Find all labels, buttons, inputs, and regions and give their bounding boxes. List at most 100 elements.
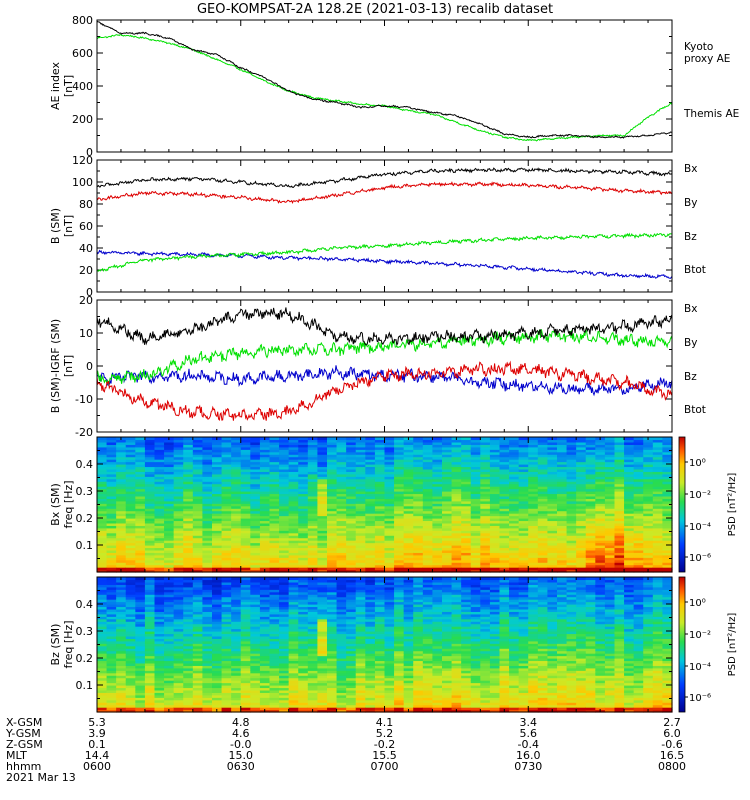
series-line-btot [97,307,672,346]
y-tick-label: 0.1 [76,539,94,552]
colorbar [678,436,686,573]
footer-value: 3.4 [520,716,538,729]
footer-value: 0.1 [88,738,106,751]
y-axis-label: [nT] [62,75,75,97]
footer-value: 6.0 [663,727,681,740]
colorbar-label: PSD [nT²/Hz] [727,473,738,537]
series-line-kyoto-proxy-ae [97,34,672,142]
series-line-bx [97,249,672,279]
footer-value: -0.6 [661,738,682,751]
footer-value: 16.5 [660,749,685,762]
footer-row-label: 2021 Mar 13 [6,771,76,784]
footer-value: 4.1 [376,716,394,729]
footer-row-label: X-GSM [6,716,42,729]
footer-value: -0.0 [230,738,251,751]
series-line-bx [97,365,672,397]
panel-b_igrf: -20 -10 0 10 20 B (SM)-IGRF (SM) [nT] Bx By Bz Bto… [49,294,706,439]
y-tick-label: 0.3 [76,625,94,638]
footer-row-label: MLT [6,749,27,762]
series-line-bz [97,181,672,204]
footer-value: -0.2 [374,738,395,751]
footer-row-label: hhmm [6,760,41,773]
y-axis-label: AE index [49,61,62,110]
y-tick-label: 0 [86,286,93,299]
footer-value: 5.6 [520,727,538,740]
y-tick-label: 40 [79,242,93,255]
y-axis-label: [nT] [62,355,75,377]
footer-value: 3.9 [88,727,106,740]
figure-title: GEO-KOMPSAT-2A 128.2E (2021-03-13) recal… [197,2,553,17]
y-tick-label: 0 [86,360,93,373]
legend-label: Themis AE [683,108,739,120]
y-tick-label: 10 [79,327,93,340]
y-tick-label: 200 [72,113,93,126]
series-line-by [97,327,672,386]
footer-value: -0.4 [518,738,539,751]
footer-value: 0800 [658,760,686,773]
colorbar-tick-label: 10⁰ [689,458,706,469]
colorbar-tick-label: 10⁻⁶ [689,693,711,704]
legend-label: By [684,337,697,349]
spectrogram-cells [97,437,673,573]
footer-value: 0600 [83,760,111,773]
series-line-themis-ae [97,20,672,139]
plot-frame [96,299,673,433]
footer-value: 16.0 [516,749,541,762]
colorbar-tick-label: 10⁰ [689,598,706,609]
panel-b_sm: 0 20 40 60 80 100 120 B (SM) [nT] Bx By Bz Btot [49,154,706,299]
legend-label: Bz [684,231,697,243]
legend-label: Bx [684,163,697,175]
y-tick-label: 0.3 [76,485,94,498]
y-tick-label: 20 [79,264,93,277]
y-tick-label: 0.1 [76,679,94,692]
series-line-bz [97,360,672,421]
footer-value: 5.2 [376,727,394,740]
y-tick-label: 120 [72,154,93,167]
y-axis-label: [nT] [62,215,75,237]
y-tick-label: 0 [86,146,93,159]
y-axis-label: Bz (SM) [49,624,62,666]
legend-label: Kyoto [684,41,713,53]
y-tick-label: 400 [72,80,93,93]
footer-value: 0700 [371,760,399,773]
footer-row-label: Y-GSM [5,727,41,740]
footer-value: 15.5 [372,749,397,762]
footer-row-label: Z-GSM [6,738,43,751]
footer-value: 2.7 [663,716,681,729]
colorbar-tick-label: 10⁻⁶ [689,553,711,564]
legend-label: Btot [684,404,706,416]
footer-value: 4.8 [232,716,250,729]
y-tick-label: 600 [72,47,93,60]
y-tick-label: 0.2 [76,512,94,525]
colorbar [678,576,686,713]
legend-label: Btot [684,264,706,276]
legend-label: By [684,197,697,209]
y-axis-label: freq [Hz] [62,620,75,668]
footer-value: 0730 [514,760,542,773]
y-axis-label: freq [Hz] [62,480,75,528]
colorbar-tick-label: 10⁻⁴ [689,522,711,533]
legend-label: Bx [684,303,697,315]
series-line-by [97,232,672,272]
footer-value: 4.6 [232,727,250,740]
y-axis-label: B (SM)-IGRF (SM) [49,319,62,413]
y-axis-label: B (SM) [49,208,62,244]
y-tick-label: -10 [75,393,93,406]
y-axis-label: Bx (SM) [49,483,62,526]
colorbar-tick-label: 10⁻⁴ [689,662,711,673]
footer-value: 14.4 [85,749,110,762]
y-tick-label: 60 [79,220,93,233]
legend-label: Bz [684,371,697,383]
footer-value: 0630 [227,760,255,773]
spectrogram-cells [97,577,673,713]
plot-frame [96,159,673,293]
y-tick-label: 20 [79,294,93,307]
panel-bz_psd: 0.1 0.2 0.3 0.4 Bz (SM) freq [Hz] 10⁰ 10⁻² 10⁻⁴ 1… [49,576,738,713]
y-tick-label: 0.4 [76,458,94,471]
colorbar-tick-label: 10⁻² [689,490,711,501]
footer-value: 5.3 [88,716,106,729]
y-tick-label: 100 [72,176,93,189]
panel-bx_psd: 0.1 0.2 0.3 0.4 Bx (SM) freq [Hz] 10⁰ 10⁻² 10⁻⁴ 1… [49,436,738,573]
